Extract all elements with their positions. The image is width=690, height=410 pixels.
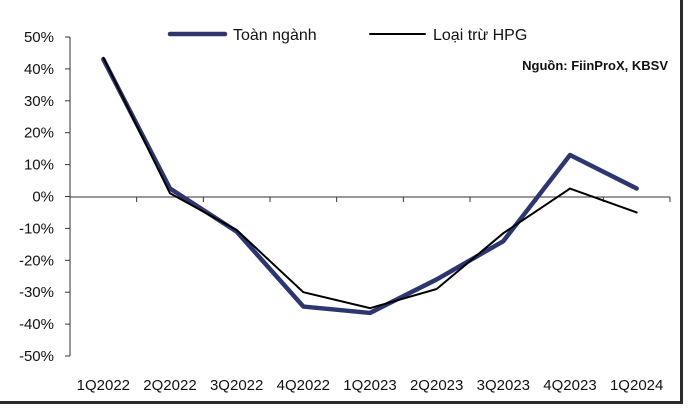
x-tick-label: 4Q2023 [543,377,596,394]
data-point-2 [502,232,505,234]
x-tick-label: 1Q2024 [610,377,663,394]
x-tick-label: 2Q2023 [410,377,463,394]
legend: Toàn ngành Loại trừ HPG [167,27,527,44]
series-line-1 [101,57,639,316]
y-tick-label: -20% [19,252,54,269]
y-tick-label: -30% [19,284,54,301]
data-point-1 [502,240,505,242]
y-tick-label: 20% [24,125,54,142]
x-tick-label: 2Q2022 [143,377,196,394]
source-note: Nguồn: FiinProX, KBSV [522,58,668,73]
data-point-1 [569,154,571,156]
x-axis: 1Q2022 2Q2022 3Q2022 4Q2022 1Q2023 2Q2023 3Q20… [69,196,671,394]
x-tick-label: 3Q2022 [210,377,263,394]
y-tick-label: -50% [19,348,54,365]
data-point-2 [369,307,371,309]
data-point-1 [635,187,638,190]
chart-frame [0,0,683,404]
plot-lines [101,56,639,316]
legend-label-2: Loại trừ HPG [433,27,527,44]
x-tick-label: 1Q2023 [343,377,396,394]
series-line-2 [102,56,638,310]
data-point-2 [569,187,571,190]
data-point-1 [302,305,305,308]
x-tick-label: 1Q2022 [77,377,130,394]
x-tick-label: 4Q2022 [277,377,330,394]
y-tick-label: 0% [32,189,54,206]
y-tick-label: -10% [19,220,54,237]
y-tick-label: 30% [24,93,54,110]
data-point-2 [235,229,238,231]
data-point-1 [435,278,438,281]
data-point-2 [435,288,438,290]
y-tick-label: 10% [24,157,54,174]
data-point-2 [169,192,171,195]
data-point-1 [169,187,171,190]
y-axis: 50% 40% 30% 20% 10% 0% -10% -20% -30% -40% -50% [19,29,71,365]
data-point-2 [102,56,105,59]
y-tick-label: 50% [24,29,54,46]
data-point-2 [635,211,638,214]
legend-label-1: Toàn ngành [233,27,317,44]
y-tick-label: -40% [19,316,54,333]
data-point-2 [302,291,305,294]
data-point-1 [369,312,371,314]
x-tick-label: 3Q2023 [477,377,530,394]
y-tick-label: 40% [24,61,54,78]
